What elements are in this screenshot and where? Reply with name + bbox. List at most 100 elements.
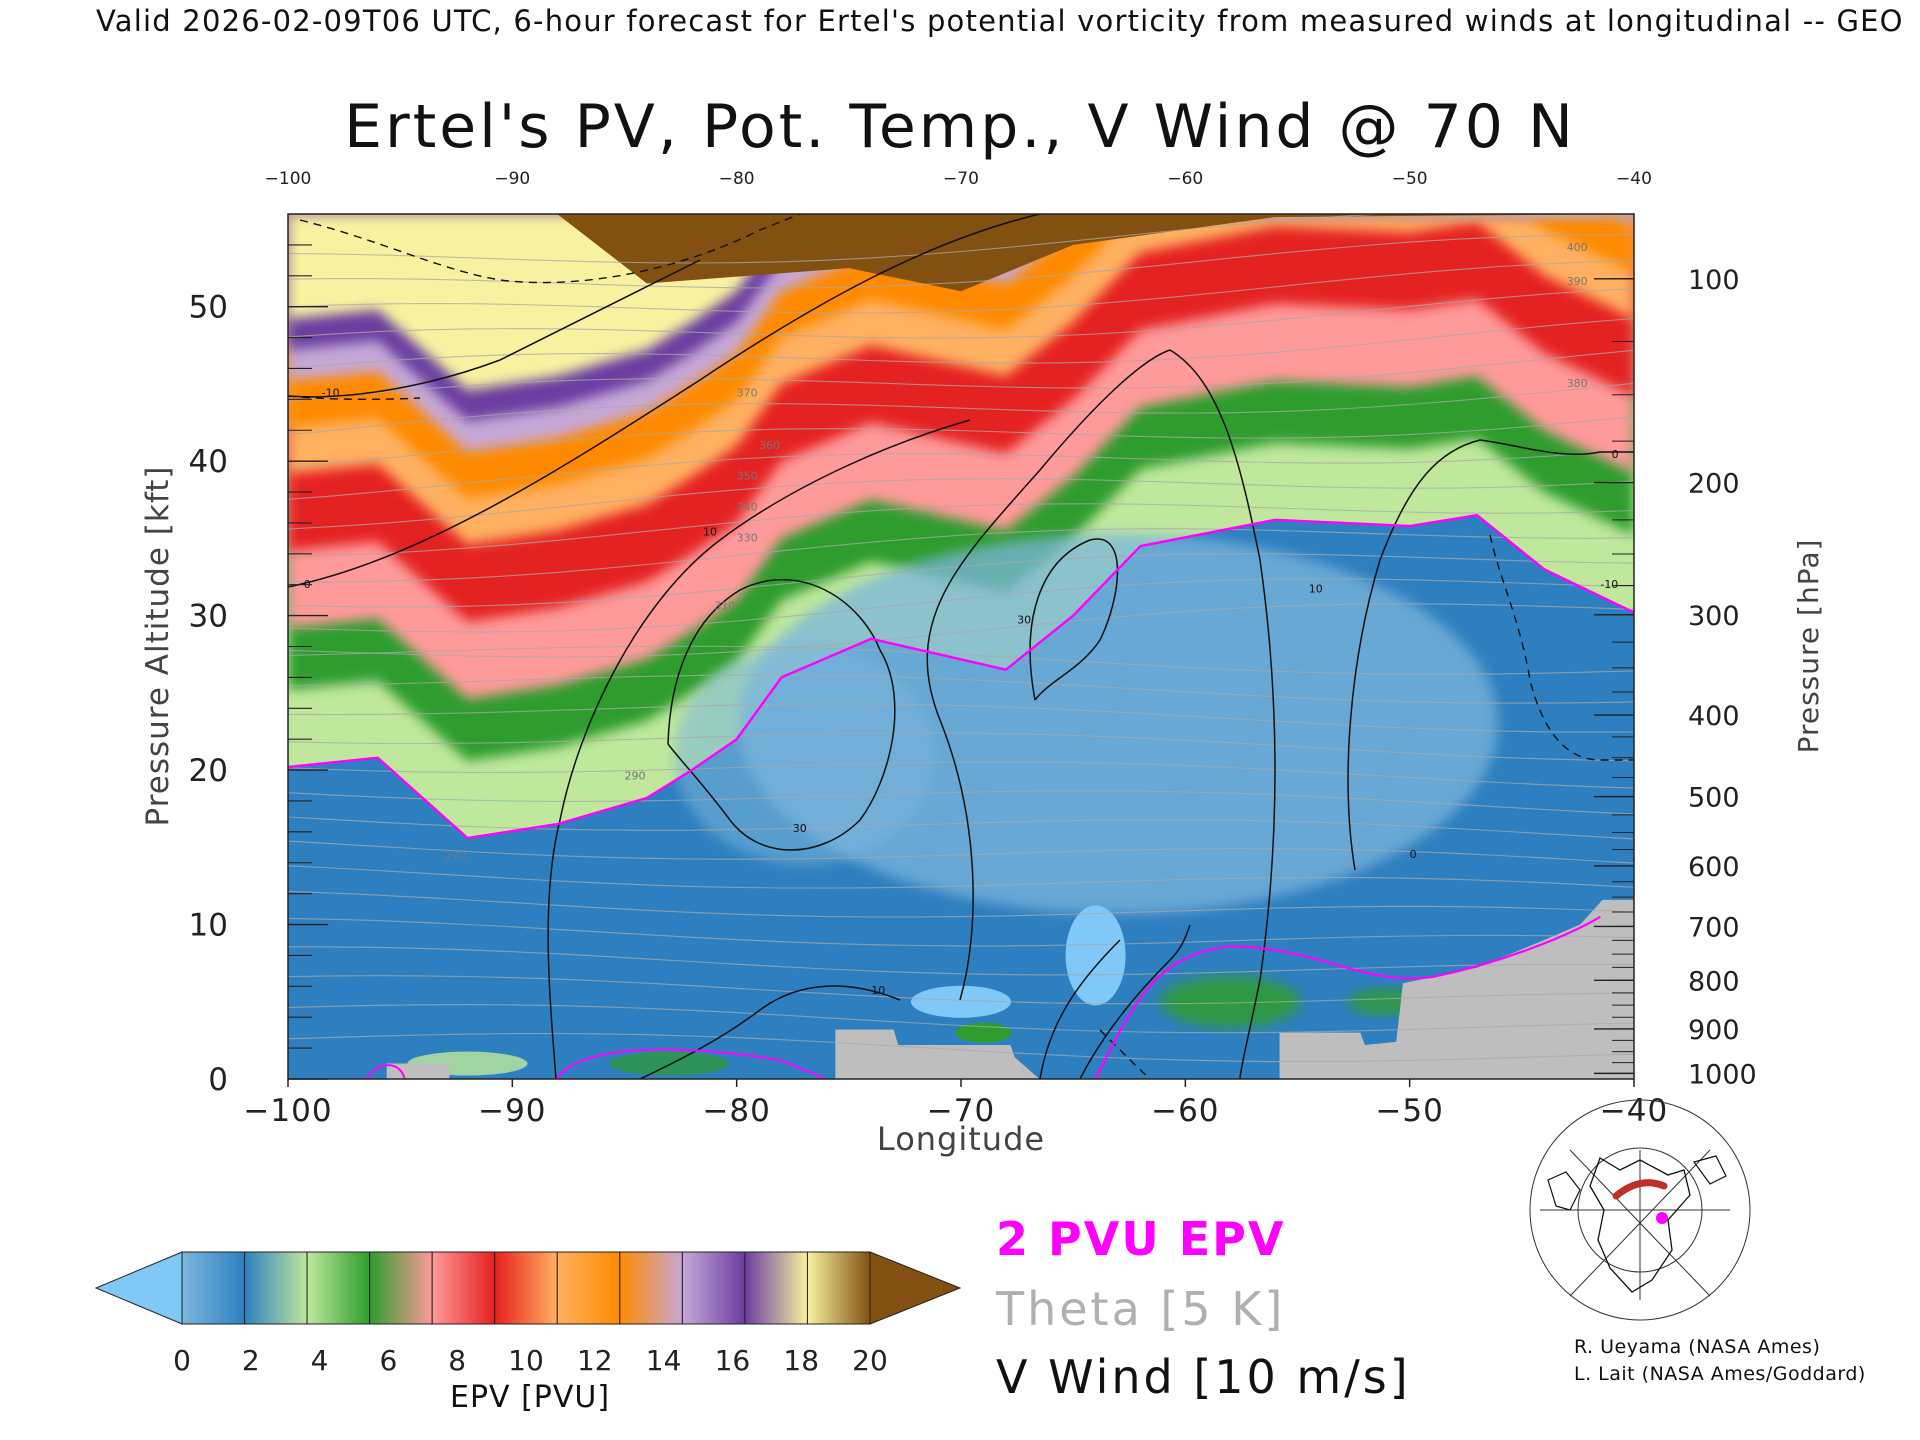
pv-2-contour-west [365, 1064, 406, 1079]
credits: R. Ueyama (NASA Ames) L. Lait (NASA Ames… [1574, 1334, 1866, 1388]
y-tick-label: 30 [189, 599, 228, 635]
theta-label: 330 [737, 531, 758, 544]
pressure-tick-label: 1000 [1688, 1059, 1757, 1090]
top-tick-label: −50 [1392, 169, 1428, 189]
strat-cap [288, 214, 1634, 292]
theta-label: 360 [759, 439, 780, 452]
theta-label: 350 [737, 470, 758, 483]
x-tick-label: −80 [702, 1093, 770, 1129]
theta-contour [288, 917, 1634, 947]
pressure-tick-label: 400 [1688, 701, 1740, 732]
vwind-label: -10 [322, 386, 340, 399]
theta-contour [288, 382, 1634, 436]
theta-label: 400 [1567, 241, 1588, 254]
pv-2-contour-lower [1094, 915, 1601, 1079]
theta-contour [288, 890, 1634, 918]
vwind-label: 30 [793, 822, 807, 835]
credit-line-2: L. Lait (NASA Ames/Goddard) [1574, 1363, 1866, 1385]
vwind-negative-contour-1 [299, 214, 801, 284]
theta-contour [288, 234, 1634, 289]
colorbar-bin [244, 1251, 308, 1325]
colorbar-bin [306, 1251, 371, 1325]
colorbar-bin [744, 1251, 808, 1325]
y-tick-label: 50 [189, 290, 228, 326]
y-tick-label: 40 [189, 444, 228, 480]
top-tick-label: −80 [719, 169, 755, 189]
pressure-tick-label: 100 [1688, 265, 1740, 296]
theta-contour [288, 816, 1634, 840]
vwind-contour-4 [1029, 538, 1119, 701]
colorbar-label: EPV [PVU] [450, 1380, 611, 1415]
colorbar-bin [681, 1251, 746, 1325]
theta-contour [288, 349, 1634, 403]
vwind-contour-7 [1039, 939, 1121, 1079]
top-tick-label: −70 [943, 169, 979, 189]
low-level-patch-1 [1160, 975, 1301, 1028]
theta-contour [288, 946, 1634, 976]
theta-contour [288, 1032, 1634, 1063]
theta-contour [288, 645, 1634, 675]
vwind-label: 0 [1410, 848, 1417, 861]
colorbar-tick-label: 6 [379, 1344, 397, 1377]
vwind-contour-5 [926, 349, 1276, 1079]
legend-pv: 2 PVU EPV [996, 1212, 1286, 1266]
theta-contour [288, 503, 1634, 558]
x-axis-label: Longitude [877, 1120, 1045, 1158]
theta-contour [288, 578, 1634, 633]
x-tick-label: −50 [1375, 1093, 1443, 1129]
theta-contour [288, 214, 1393, 264]
theta-contour [288, 840, 1634, 864]
theta-contour [288, 674, 1634, 704]
theta-label: 390 [1567, 275, 1588, 288]
pressure-tick-label: 200 [1688, 469, 1740, 500]
theta-contour [288, 287, 1634, 339]
header-text: Valid 2026-02-09T06 UTC, 6-hour forecast… [96, 4, 1904, 38]
vwind-label: 10 [871, 984, 885, 997]
theta-contour [288, 1004, 1634, 1034]
tropo-interior-west [673, 644, 934, 865]
colorbar-over-arrow [869, 1251, 962, 1325]
theta-label: 290 [625, 769, 646, 782]
pressure-tick-label: 300 [1688, 601, 1740, 632]
vwind-label: 10 [1309, 582, 1323, 595]
credit-line-1: R. Ueyama (NASA Ames) [1574, 1336, 1821, 1358]
terrain-3 [1279, 899, 1634, 1079]
vwind-contour-8 [1079, 924, 1191, 1079]
pv-2-contour [288, 513, 1634, 840]
chart-title: Ertel's PV, Pot. Temp., V Wind @ 70 N [344, 92, 1576, 162]
theta-contour [288, 761, 1634, 789]
colorbar-bin [556, 1251, 621, 1325]
legend-vwind: V Wind [10 m/s] [996, 1350, 1411, 1404]
theta-label: 380 [1567, 377, 1588, 390]
vwind-contour-1 [288, 259, 701, 398]
pv-2-contour-low-west [556, 1048, 827, 1079]
theta-contour [288, 317, 1634, 370]
theta-contour [288, 553, 1634, 608]
top-tick-label: −100 [265, 169, 312, 189]
theta-contour [288, 416, 1634, 469]
pressure-tick-label: 700 [1688, 912, 1740, 943]
colorbar-under-arrow [94, 1251, 183, 1325]
colorbar-tick-label: 2 [242, 1344, 260, 1377]
vwind-contour-6 [1347, 439, 1634, 871]
low-pv-pocket-1 [1065, 905, 1126, 1006]
theta-contour [288, 732, 1634, 762]
pressure-tick-label: 800 [1688, 966, 1740, 997]
theta-contour [288, 865, 1634, 889]
colorbar-tick-label: 18 [783, 1344, 819, 1377]
y-tick-label: 10 [189, 908, 228, 944]
x-tick-label: −60 [1151, 1093, 1219, 1129]
colorbar-bin [181, 1251, 246, 1325]
axes: −100 −100 −90 −90 −80 −80 −70 −70 −60 −60 −50 −50 −4… [189, 169, 1757, 1129]
colorbar-bin [619, 1251, 683, 1325]
pressure-tick-label: 600 [1688, 852, 1740, 883]
colorbar-bin [494, 1251, 558, 1325]
theta-contour [288, 478, 1634, 530]
colorbar-bin [806, 1251, 871, 1325]
top-tick-label: −90 [494, 169, 530, 189]
top-tick-label: −40 [1616, 169, 1652, 189]
theta-label: 270 [445, 850, 466, 863]
theta-label: 370 [737, 386, 758, 399]
